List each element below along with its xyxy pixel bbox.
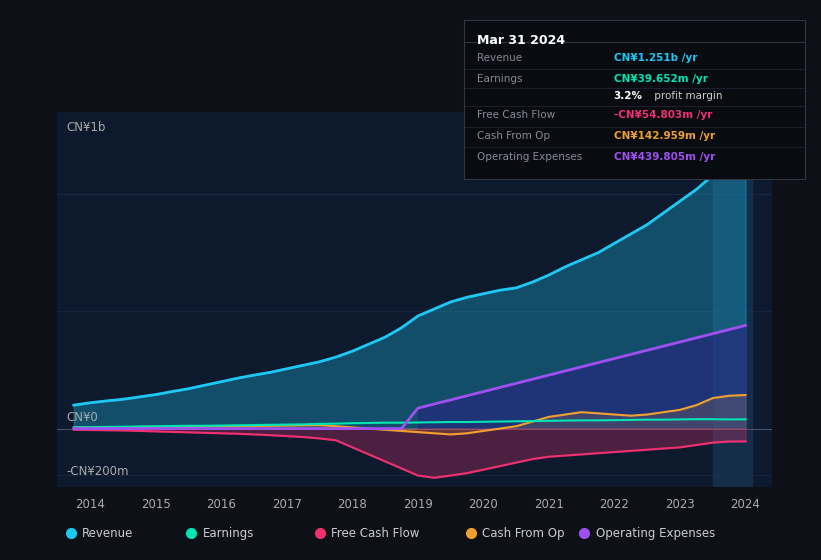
Text: -CN¥54.803m /yr: -CN¥54.803m /yr xyxy=(614,110,712,120)
Text: CN¥39.652m /yr: CN¥39.652m /yr xyxy=(614,74,708,83)
Text: Revenue: Revenue xyxy=(82,527,133,540)
Text: CN¥0: CN¥0 xyxy=(66,411,98,424)
Text: -CN¥200m: -CN¥200m xyxy=(66,465,129,478)
Text: Operating Expenses: Operating Expenses xyxy=(595,527,715,540)
Text: Operating Expenses: Operating Expenses xyxy=(478,152,583,162)
Text: Free Cash Flow: Free Cash Flow xyxy=(331,527,420,540)
Text: Mar 31 2024: Mar 31 2024 xyxy=(478,34,566,47)
Text: CN¥439.805m /yr: CN¥439.805m /yr xyxy=(614,152,715,162)
Text: CN¥1.251b /yr: CN¥1.251b /yr xyxy=(614,53,697,63)
Text: Revenue: Revenue xyxy=(478,53,523,63)
Text: Earnings: Earnings xyxy=(203,527,255,540)
Text: Earnings: Earnings xyxy=(478,74,523,83)
Text: Free Cash Flow: Free Cash Flow xyxy=(478,110,556,120)
Bar xyxy=(713,112,752,487)
Text: Cash From Op: Cash From Op xyxy=(482,527,565,540)
Text: CN¥142.959m /yr: CN¥142.959m /yr xyxy=(614,131,715,141)
Text: 3.2%: 3.2% xyxy=(614,91,643,101)
Text: CN¥1b: CN¥1b xyxy=(66,122,105,134)
Text: Cash From Op: Cash From Op xyxy=(478,131,551,141)
Text: profit margin: profit margin xyxy=(651,91,722,101)
